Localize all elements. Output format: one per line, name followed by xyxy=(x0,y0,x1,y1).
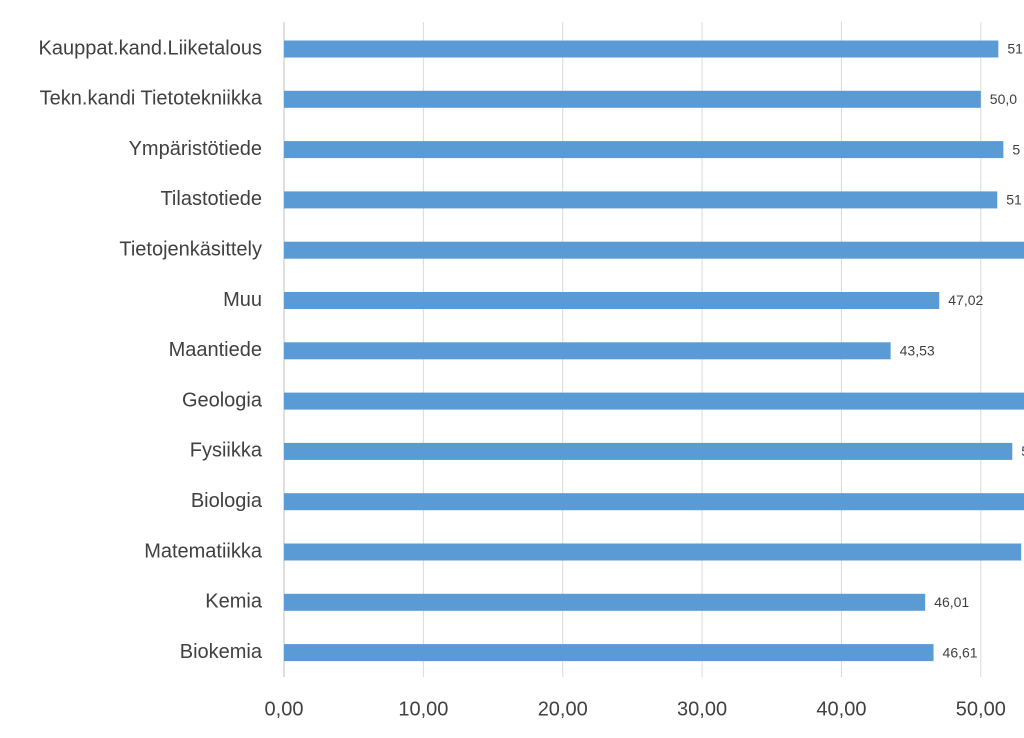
value-label: 5 xyxy=(1012,141,1020,157)
y-tick-label: Ympäristötiede xyxy=(129,138,262,160)
bar xyxy=(284,191,998,209)
x-tick-label: 50,00 xyxy=(956,698,1006,720)
x-tick-label: 40,00 xyxy=(816,698,866,720)
value-label: 5 xyxy=(1021,443,1024,459)
y-tick-label: Tietojenkäsittely xyxy=(119,238,262,260)
bar xyxy=(284,493,1024,511)
y-tick-label: Biologia xyxy=(191,490,263,512)
x-tick-label: 30,00 xyxy=(677,698,727,720)
value-label: 46,61 xyxy=(943,644,978,660)
x-tick-label: 10,00 xyxy=(398,698,448,720)
bar xyxy=(284,543,1022,561)
labels: 0,00 10,00 20,00 30,00 40,00 50,00 Kauppat.kan… xyxy=(39,37,1024,720)
value-label: 51 xyxy=(1007,41,1023,57)
bar xyxy=(284,292,940,309)
y-tick-label: Geologia xyxy=(182,389,263,411)
y-tick-label: Maantiede xyxy=(169,339,262,361)
value-label: 46,01 xyxy=(934,594,969,610)
bars xyxy=(284,40,1024,662)
value-label: 43,53 xyxy=(900,343,935,359)
bar xyxy=(284,40,999,58)
y-tick-label: Kemia xyxy=(205,591,263,613)
x-tick-label: 0,00 xyxy=(265,698,304,720)
value-label: 51 xyxy=(1006,192,1022,208)
y-tick-label: Matematiikka xyxy=(144,540,263,562)
bar xyxy=(284,644,934,662)
bar xyxy=(284,90,981,108)
y-tick-label: Kauppat.kand.Liiketalous xyxy=(39,37,263,59)
y-tick-label: Tekn.kandi Tietotekniikka xyxy=(40,88,263,110)
y-tick-label: Tilastotiede xyxy=(160,188,262,210)
y-tick-label: Muu xyxy=(223,289,262,311)
value-label: 50,0 xyxy=(990,91,1017,107)
bar xyxy=(284,241,1024,259)
bar xyxy=(284,141,1004,159)
bar xyxy=(284,392,1024,410)
bar xyxy=(284,342,891,360)
value-label: 47,02 xyxy=(948,292,983,308)
bar xyxy=(284,442,1013,460)
x-tick-label: 20,00 xyxy=(538,698,588,720)
bar xyxy=(284,593,926,611)
y-tick-label: Biokemia xyxy=(180,641,263,663)
y-tick-label: Fysiikka xyxy=(190,440,263,462)
